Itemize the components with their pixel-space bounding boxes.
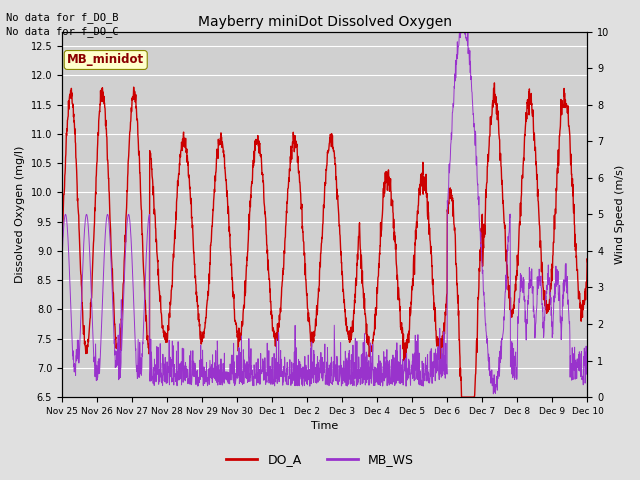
Title: Mayberry miniDot Dissolved Oxygen: Mayberry miniDot Dissolved Oxygen (198, 15, 452, 29)
Text: No data for f_DO_B: No data for f_DO_B (6, 12, 119, 23)
X-axis label: Time: Time (311, 421, 339, 432)
Y-axis label: Wind Speed (m/s): Wind Speed (m/s) (615, 165, 625, 264)
Y-axis label: Dissolved Oxygen (mg/l): Dissolved Oxygen (mg/l) (15, 145, 25, 283)
Text: No data for f_DO_C: No data for f_DO_C (6, 26, 119, 37)
Legend: DO_A, MB_WS: DO_A, MB_WS (221, 448, 419, 471)
Text: MB_minidot: MB_minidot (67, 53, 144, 67)
